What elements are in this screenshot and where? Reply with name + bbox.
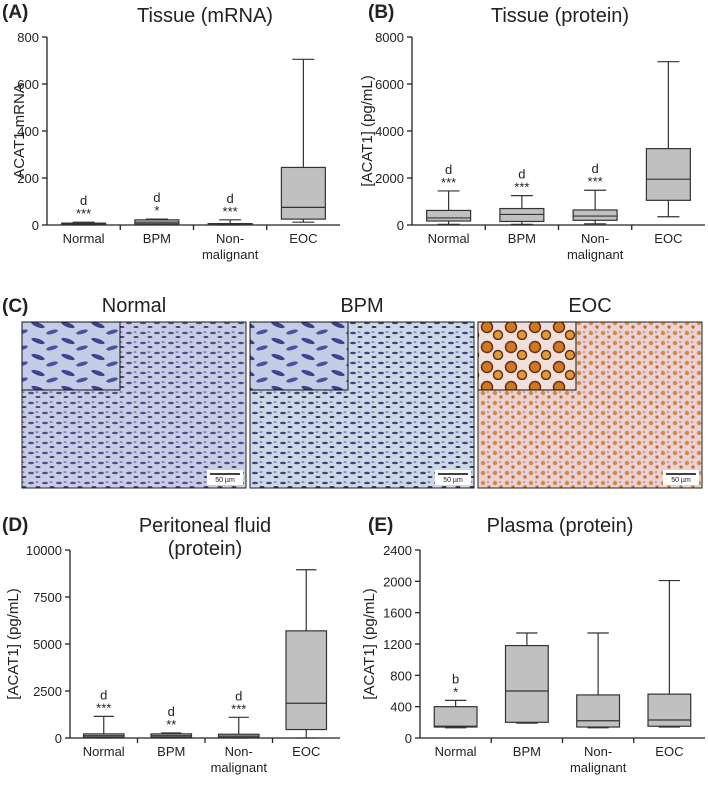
panel-label: (C) [2,296,28,317]
chart: (B) Tissue (protein) [ACAT1] (pg/mL) 0 2000 4… [359,2,705,262]
significance-letter: b [452,671,459,686]
x-tick-label: BPM [157,744,185,759]
image-title: Normal [102,295,166,317]
x-tick-label: Non-malignant [211,744,268,775]
y-tick-label: 8000 [375,30,404,45]
significance-stars: *** [441,175,456,190]
y-tick-label: 400 [17,124,39,139]
box [504,644,549,723]
micrograph-inset [249,321,349,391]
x-tick-label: Normal [435,744,477,759]
panel-label: (E) [368,515,393,536]
y-tick-label: 1200 [383,637,412,652]
chart: (A) Tissue (mRNA) ACAT1 mRNA 0 200 400 600 800 N… [2,2,340,262]
chart: (D) Peritoneal fluid (protein) [ACAT1] (pg/… [2,515,340,775]
x-tick-label: EOC [289,231,317,246]
y-tick-label: 5000 [33,637,62,652]
significance-stars: *** [76,206,91,221]
box [433,706,478,728]
y-tick-label: 400 [390,700,412,715]
significance-stars: *** [96,700,111,715]
y-tick-label: 4000 [375,124,404,139]
x-tick-label: BPM [513,744,541,759]
y-tick-label: 2500 [33,684,62,699]
y-tick-label: 800 [390,668,412,683]
y-tick-label: 2000 [375,171,404,186]
box [647,693,692,727]
box [576,694,621,728]
significance-letter: d [518,167,525,182]
y-tick-label: 800 [17,30,39,45]
significance-stars: * [154,203,159,218]
y-tick-label: 600 [17,77,39,92]
y-tick-label: 0 [55,731,62,746]
y-axis-label: [ACAT1] (pg/mL) [359,75,376,186]
micrograph-inset [21,321,121,391]
significance-letter: d [100,687,107,702]
significance-letter: d [80,193,87,208]
x-tick-label: EOC [655,744,683,759]
scale-bar-label: 50 µm [215,477,235,484]
y-tick-label: 6000 [375,77,404,92]
significance-letter: d [445,162,452,177]
y-tick-label: 0 [32,218,39,233]
y-tick-label: 0 [397,218,404,233]
image-title: BPM [340,295,383,317]
micrograph-inset [477,321,577,391]
significance-stars: * [453,684,458,699]
significance-letter: d [592,161,599,176]
y-tick-label: 0 [405,731,412,746]
panel-label: (D) [2,515,28,536]
x-tick-label: Normal [428,231,470,246]
x-tick-label: EOC [292,744,320,759]
scale-bar-label: 50 µm [443,477,463,484]
chart-title: Plasma (protein) [487,515,634,537]
box [645,148,691,201]
significance-stars: *** [223,204,238,219]
significance-stars: *** [514,180,529,195]
chart: (E) Plasma (protein) [ACAT1] (pg/mL) 0 400 80… [361,515,705,775]
box [285,630,328,731]
panel-label: (A) [2,2,28,23]
y-tick-label: 7500 [33,590,62,605]
x-tick-label: Non-malignant [570,744,627,775]
scale-bar-label: 50 µm [671,477,691,484]
x-tick-label: BPM [508,231,536,246]
x-tick-label: Non-malignant [202,231,259,262]
x-tick-label: BPM [143,231,171,246]
y-tick-label: 2000 [383,574,412,589]
x-tick-label: EOC [654,231,682,246]
y-axis-label: ACAT1 mRNA [11,83,28,179]
significance-letter: d [235,688,242,703]
x-tick-label: Normal [83,744,125,759]
significance-letter: d [153,190,160,205]
panel-c: (C) Normal BPM EOC 50 µm 50 µm 50 µm [2,295,703,489]
y-axis-label: [ACAT1] (pg/mL) [361,588,378,699]
chart-title: Tissue (mRNA) [137,5,273,27]
box [280,166,326,220]
significance-stars: ** [166,717,176,732]
box [426,209,472,222]
panel-label: (B) [368,2,394,23]
box [572,209,618,221]
y-tick-label: 1600 [383,606,412,621]
x-tick-label: Normal [63,231,105,246]
y-tick-label: 10000 [26,543,62,558]
y-axis-label: [ACAT1] (pg/mL) [5,588,22,699]
significance-letter: d [168,704,175,719]
chart-title: Tissue (protein) [491,5,629,27]
image-title: EOC [568,295,611,317]
significance-stars: *** [231,701,246,716]
y-tick-label: 2400 [383,543,412,558]
y-tick-label: 200 [17,171,39,186]
chart-title: Peritoneal fluid (protein) [139,515,271,560]
significance-letter: d [227,191,234,206]
significance-stars: *** [588,174,603,189]
x-tick-label: Non-malignant [567,231,624,262]
